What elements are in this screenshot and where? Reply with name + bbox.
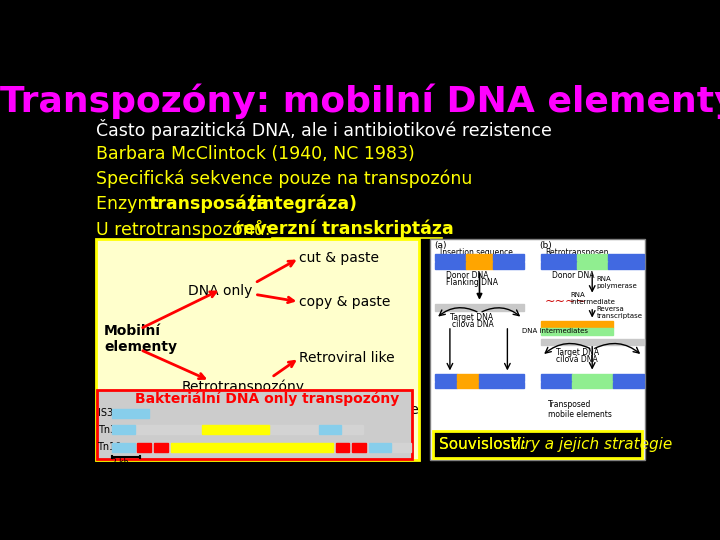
Bar [466, 262, 493, 268]
Bar [369, 443, 392, 452]
Text: cut & paste: cut & paste [300, 251, 379, 265]
Bar [112, 443, 411, 452]
Text: (a): (a) [434, 241, 447, 250]
Bar [541, 321, 613, 328]
FancyBboxPatch shape [96, 390, 412, 459]
Bar [541, 328, 613, 335]
Bar [202, 426, 269, 435]
Text: ~~~~: ~~~~ [545, 294, 587, 307]
Bar [435, 254, 466, 261]
Text: U retrotranspozónů:: U retrotranspozónů: [96, 219, 276, 239]
Text: Souvislosti:: Souvislosti: [438, 437, 531, 452]
Bar [502, 374, 524, 381]
Bar [608, 262, 644, 268]
Bar [154, 443, 168, 452]
Bar [577, 262, 608, 268]
Bar [112, 426, 364, 435]
Bar [466, 254, 493, 261]
Bar [541, 382, 572, 388]
Text: Specifická sekvence pouze na transpozónu: Specifická sekvence pouze na transpozónu [96, 170, 472, 188]
Text: Transpozóny: mobilní DNA elementy: Transpozóny: mobilní DNA elementy [0, 84, 720, 119]
Bar [480, 374, 502, 381]
Bar [493, 262, 524, 268]
Text: Flanking DNA: Flanking DNA [446, 278, 498, 287]
Text: Tn3: Tn3 [99, 425, 117, 435]
Bar [608, 254, 644, 261]
Text: Retroviral like: Retroviral like [300, 351, 395, 365]
Text: Retrotranspozóny: Retrotranspozóny [182, 380, 305, 394]
Text: Nonretroviral like: Nonretroviral like [300, 403, 419, 417]
Bar [171, 443, 333, 452]
Text: transposáza: transposáza [150, 195, 269, 213]
Text: Donor DNA: Donor DNA [446, 271, 488, 280]
Text: Bakteriální DNA only transpozóny: Bakteriální DNA only transpozóny [135, 392, 399, 406]
Text: cílová DNA: cílová DNA [556, 355, 598, 363]
FancyBboxPatch shape [433, 431, 642, 458]
FancyBboxPatch shape [431, 239, 645, 460]
Text: 2 kb: 2 kb [112, 458, 129, 467]
Bar [457, 374, 480, 381]
Text: RNA
intermediate: RNA intermediate [570, 292, 615, 306]
Bar [572, 382, 613, 388]
Bar [613, 374, 644, 381]
FancyBboxPatch shape [96, 239, 419, 460]
Text: Target DNA: Target DNA [450, 313, 493, 322]
Bar [435, 262, 466, 268]
Bar [493, 254, 524, 261]
Bar [435, 305, 524, 311]
Bar [541, 374, 572, 381]
Text: cílová DNA: cílová DNA [451, 320, 493, 329]
Text: Target DNA: Target DNA [556, 348, 599, 357]
Text: Viry a jejich strategie: Viry a jejich strategie [510, 437, 672, 452]
Bar [112, 409, 148, 418]
Bar [112, 443, 135, 452]
Text: Často parazitická DNA, ale i antibiotikové rezistence: Často parazitická DNA, ale i antibiotiko… [96, 119, 552, 140]
Bar [572, 374, 613, 381]
Text: Retrotransposen: Retrotransposen [545, 248, 608, 256]
Text: (b): (b) [539, 241, 552, 250]
Bar [541, 339, 644, 346]
Text: IS3: IS3 [99, 408, 114, 418]
Bar [138, 443, 151, 452]
Text: Reversa
transcriptase: Reversa transcriptase [597, 306, 643, 319]
Bar [352, 443, 366, 452]
Text: DNA only: DNA only [188, 285, 252, 299]
Text: Barbara McClintock (1940, NC 1983): Barbara McClintock (1940, NC 1983) [96, 145, 414, 163]
Text: Insertion sequence
or transposon: Insertion sequence or transposon [440, 248, 513, 267]
Bar [435, 382, 457, 388]
Bar [613, 382, 644, 388]
Bar [336, 443, 349, 452]
Bar [541, 254, 577, 261]
Text: Souvislosti:: Souvislosti: [438, 437, 531, 452]
Text: Tn10: Tn10 [97, 442, 122, 453]
Text: Donor DNA: Donor DNA [552, 271, 595, 280]
Bar [112, 426, 135, 435]
Bar [319, 426, 341, 435]
Bar [435, 374, 457, 381]
Text: Mobilní
elementy: Mobilní elementy [104, 324, 177, 354]
Bar [541, 262, 577, 268]
Text: DNA intermediates: DNA intermediates [523, 328, 588, 334]
Text: copy & paste: copy & paste [300, 295, 391, 309]
Text: (integráza): (integráza) [243, 195, 357, 213]
Text: RNA
polymerase: RNA polymerase [597, 276, 637, 289]
Text: reverzní transkriptáza: reverzní transkriptáza [235, 220, 454, 238]
Bar [457, 382, 480, 388]
Bar [502, 382, 524, 388]
Text: Transposed
mobile elements: Transposed mobile elements [547, 400, 611, 419]
Text: Enzym:: Enzym: [96, 195, 165, 213]
Bar [577, 254, 608, 261]
Bar [480, 382, 502, 388]
